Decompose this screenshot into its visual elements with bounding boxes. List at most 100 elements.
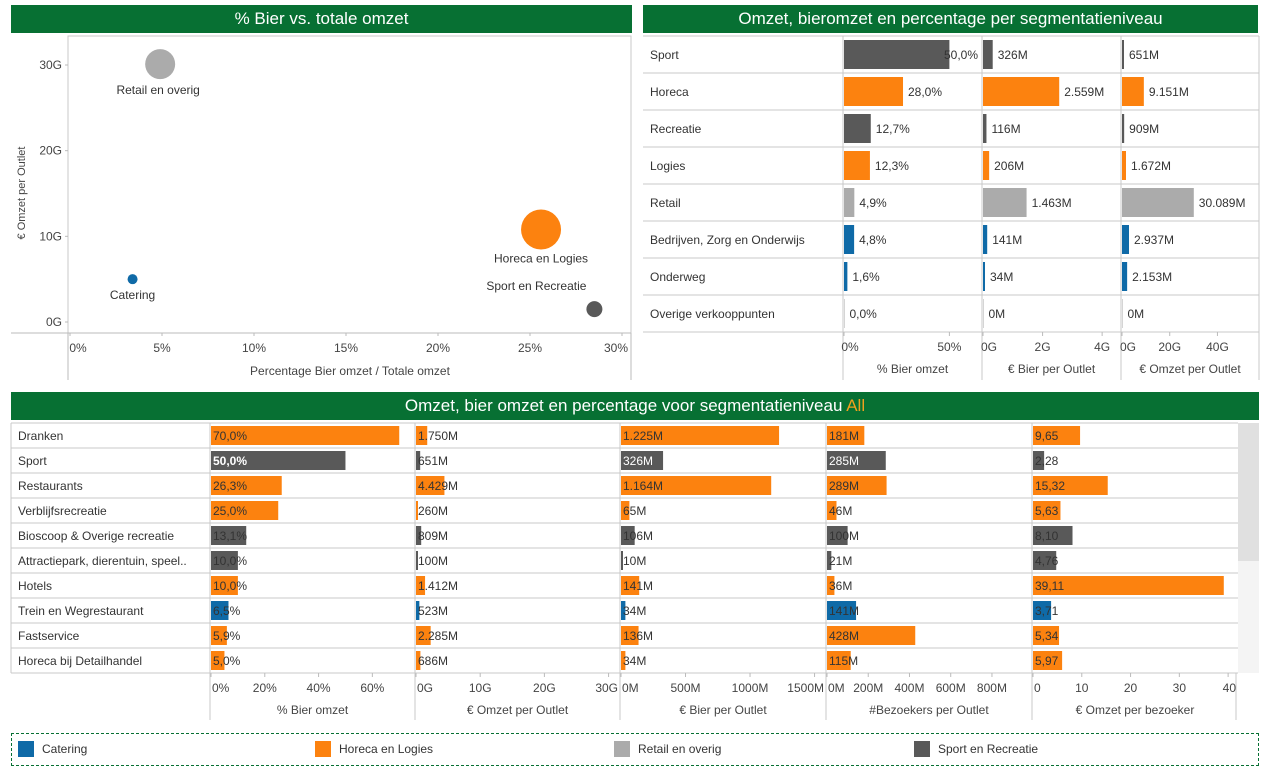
bar	[621, 651, 626, 670]
x-tick-label: 15%	[334, 341, 358, 355]
bar-value-label: 136M	[623, 629, 653, 643]
bar-value-label: 115M	[829, 654, 858, 668]
bar	[1122, 225, 1130, 254]
bar-value-label: 909M	[1129, 122, 1159, 136]
bar-value-label: 428M	[829, 629, 859, 643]
bar-value-label: 206M	[994, 159, 1024, 173]
category-label: Horeca bij Detailhandel	[18, 654, 142, 668]
x-tick-label: 200M	[853, 681, 883, 695]
bar	[1033, 426, 1081, 445]
segment-chart: Sport Horeca Recreatie Logies Retail Bedrijve…	[643, 35, 1260, 380]
bar	[621, 501, 630, 520]
category-label: Sport	[650, 48, 679, 62]
bar-value-label: 2.285M	[418, 629, 458, 643]
bar-value-label: 326M	[998, 48, 1028, 62]
bar-value-label: 285M	[829, 454, 859, 468]
bar	[1033, 551, 1057, 570]
legend-item-catering[interactable]: Catering	[18, 740, 87, 758]
bar-value-label: 4.429M	[418, 479, 458, 493]
x-tick-label: 600M	[936, 681, 966, 695]
bar	[983, 151, 990, 180]
x-tick-label: 400M	[894, 681, 924, 695]
bar-value-label: 5,63	[1035, 504, 1059, 518]
bar-value-label: 1,6%	[852, 270, 880, 284]
bar-value-label: 6,5%	[213, 604, 241, 618]
bar	[983, 299, 984, 328]
bar	[211, 451, 346, 470]
legend-swatch	[315, 741, 331, 757]
bar-value-label: 13,1%	[213, 529, 247, 543]
bar-value-label: 116M	[991, 122, 1020, 136]
legend-item-sport[interactable]: Sport en Recreatie	[914, 740, 1038, 758]
scatter-chart: 0G 10G 20G 30G 0% 5% 10% 15% 20% 25% 30% Percentage…	[11, 35, 632, 380]
bar-value-label: 260M	[418, 504, 448, 518]
category-label: Bedrijven, Zorg en Onderwijs	[650, 233, 805, 247]
bar-value-label: 34M	[623, 604, 646, 618]
detail-scrollbar[interactable]	[1238, 423, 1259, 673]
legend-swatch	[18, 741, 34, 757]
category-label: Trein en Wegrestaurant	[18, 604, 144, 618]
legend-label: Retail en overig	[638, 742, 722, 756]
bar-value-label: 9.151M	[1149, 85, 1189, 99]
series-axis-title: % Bier omzet	[877, 362, 949, 376]
bar	[416, 601, 420, 620]
bar-value-label: 39,11	[1035, 579, 1064, 593]
bar-value-label: 1.412M	[418, 579, 458, 593]
x-tick-label: 0	[1034, 681, 1041, 695]
bar-value-label: 5,97	[1035, 654, 1059, 668]
bar-value-label: 12,7%	[876, 122, 910, 136]
bar-value-label: 651M	[1129, 48, 1159, 62]
bar	[416, 626, 431, 645]
bar	[1122, 151, 1126, 180]
bar-value-label: 5,34	[1035, 629, 1059, 643]
bar-value-label: 0M	[1128, 307, 1145, 321]
bar-value-label: 326M	[623, 454, 653, 468]
detail-title-text: Omzet, bier omzet en percentage voor seg…	[404, 396, 847, 415]
bar-value-label: 4,9%	[859, 196, 887, 210]
bar-value-label: 10M	[623, 554, 646, 568]
x-tick-label: 10	[1075, 681, 1089, 695]
bar-value-label: 25,0%	[213, 504, 247, 518]
x-tick-label: 1000M	[732, 681, 769, 695]
series-axis-title: % Bier omzet	[277, 703, 349, 717]
category-label: Restaurants	[18, 479, 83, 493]
bar	[621, 526, 635, 545]
bar-value-label: 1.225M	[623, 429, 663, 443]
bar-value-label: 2.937M	[1134, 233, 1174, 247]
bar-value-label: 2,28	[1035, 454, 1059, 468]
bar-value-label: 34M	[990, 270, 1013, 284]
detail-title-filter[interactable]: All	[846, 396, 866, 415]
bar-value-label: 4,8%	[859, 233, 887, 247]
legend-item-horeca[interactable]: Horeca en Logies	[315, 740, 433, 758]
x-tick-label: 0%	[69, 341, 87, 355]
bar-value-label: 181M	[829, 429, 859, 443]
color-legend: Catering Horeca en Logies Retail en over…	[11, 733, 1259, 766]
bar	[844, 40, 950, 69]
x-tick-label: 60%	[360, 681, 384, 695]
x-axis-title: Percentage Bier omzet / Totale omzet	[250, 364, 451, 378]
category-label: Fastservice	[18, 629, 80, 643]
legend-item-retail[interactable]: Retail en overig	[614, 740, 721, 758]
bar	[827, 451, 886, 470]
bar	[211, 551, 238, 570]
bar-value-label: 34M	[623, 654, 646, 668]
scrollbar-thumb[interactable]	[1238, 423, 1259, 561]
bar	[1122, 40, 1124, 69]
bar	[827, 626, 916, 645]
bar-value-label: 50,0%	[213, 454, 247, 468]
x-tick-label: 0G	[417, 681, 433, 695]
bar	[621, 426, 780, 445]
segment-title: Omzet, bieromzet en percentage per segme…	[643, 5, 1258, 33]
bar-value-label: 9,65	[1035, 429, 1059, 443]
bar	[1122, 188, 1194, 217]
category-label: Verblijfsrecreatie	[18, 504, 107, 518]
x-tick-label: 2G	[1035, 340, 1051, 354]
bar	[983, 114, 987, 143]
bar	[1033, 626, 1060, 645]
bar-value-label: 141M	[623, 579, 653, 593]
bar-value-label: 1.164M	[623, 479, 663, 493]
bar-value-label: 28,0%	[908, 85, 942, 99]
x-tick-label: 5%	[153, 341, 171, 355]
x-tick-label: 0G	[981, 340, 997, 354]
legend-swatch	[614, 741, 630, 757]
